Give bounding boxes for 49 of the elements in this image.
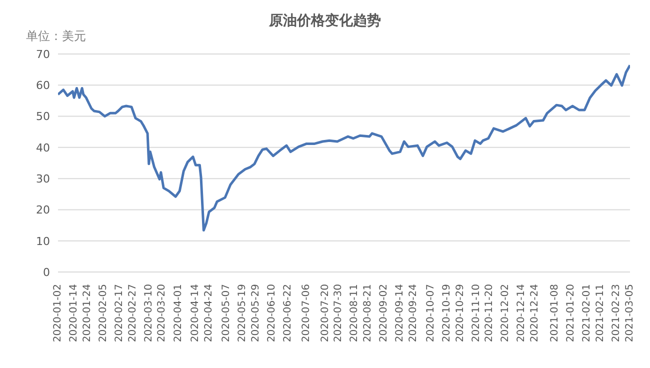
x-tick-label: 2021-01-08: [550, 284, 561, 342]
x-tick-label: 2021-02-23: [611, 284, 622, 342]
x-tick-label: 2020-01-02: [52, 284, 64, 342]
x-tick-label: 2020-02-05: [98, 284, 109, 342]
y-tick-label: 40: [36, 141, 50, 154]
x-tick-label: 2020-10-29: [454, 284, 466, 342]
x-tick-label: 2021-02-01: [582, 284, 593, 342]
x-tick-label: 2020-12-24: [530, 284, 541, 342]
x-tick-label: 2020-05-07: [220, 284, 232, 342]
x-tick-label: 2020-12-02: [500, 284, 512, 342]
x-tick-label: 2020-03-10: [143, 284, 154, 342]
x-tick-label: 2020-07-30: [333, 284, 344, 342]
x-tick-label: 2020-04-24: [204, 284, 215, 342]
y-tick-label: 10: [36, 234, 50, 248]
x-tick-label: 2020-02-17: [114, 284, 125, 342]
x-tick-label: 2020-01-14: [68, 284, 80, 342]
x-tick-label: 2020-06-10: [266, 284, 278, 342]
chart-title: 原油价格变化趋势: [268, 12, 382, 30]
y-tick-label: 50: [36, 110, 50, 124]
x-tick-label: 2021-02-11: [595, 284, 606, 342]
x-tick-label: 2020-02-27: [127, 284, 138, 342]
x-tick-label: 2020-06-22: [282, 284, 294, 342]
x-tick-label: 2020-03-20: [156, 284, 168, 342]
x-tick-label: 2020-07-20: [320, 284, 331, 342]
x-tick-label: 2020-11-10: [470, 284, 482, 342]
x-tick-label: 2020-01-24: [82, 284, 93, 342]
x-tick-label: 2020-12-14: [516, 284, 528, 342]
y-tick-label: 20: [36, 204, 50, 217]
x-tick-label: 2020-04-14: [190, 284, 202, 342]
x-tick-label: 2020-05-19: [236, 284, 248, 342]
y-axis-title: 单位：美元: [26, 28, 86, 45]
x-tick-label: 2020-08-21: [362, 284, 374, 342]
y-tick-label: 70: [36, 48, 50, 61]
x-tick-label: 2020-09-14: [394, 284, 406, 342]
x-tick-label: 2020-09-24: [408, 284, 419, 342]
y-tick-label: 0: [43, 266, 50, 279]
y-tick-label: 30: [36, 172, 50, 186]
x-tick-label: 2020-05-29: [250, 284, 262, 342]
x-tick-label: 2021-01-20: [566, 284, 577, 342]
x-tick-label: 2020-08-11: [349, 284, 360, 342]
line-series: [58, 64, 630, 232]
x-tick-label: 2020-10-19: [441, 284, 452, 342]
y-tick-label: 60: [36, 79, 50, 92]
x-tick-label: 2021-03-05: [624, 284, 636, 342]
x-tick-label: 2020-09-02: [378, 284, 390, 342]
x-tick-label: 2020-11-20: [484, 284, 496, 342]
x-tick-label: 2020-07-06: [301, 284, 312, 342]
x-tick-label: 2020-10-07: [425, 284, 436, 342]
x-tick-label: 2020-04-01: [172, 284, 184, 342]
